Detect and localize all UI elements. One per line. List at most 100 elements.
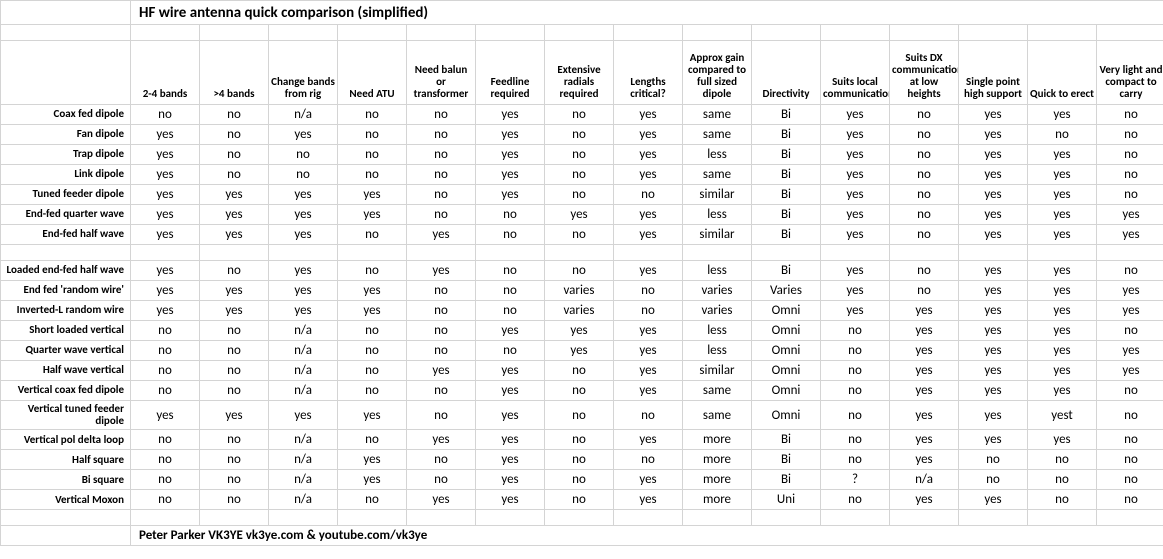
data-cell: yes	[890, 401, 959, 430]
data-cell: yes	[1028, 321, 1097, 341]
data-cell: no	[476, 205, 545, 225]
column-header: Approx gain compared to full sized dipol…	[683, 41, 752, 105]
data-cell: yes	[131, 185, 200, 205]
data-cell: yes	[269, 281, 338, 301]
data-cell: yes	[545, 205, 614, 225]
data-cell: less	[683, 341, 752, 361]
data-cell: no	[545, 261, 614, 281]
data-cell: yes	[338, 281, 407, 301]
data-cell: yes	[476, 470, 545, 490]
comparison-table: HF wire antenna quick comparison (simpli…	[0, 0, 1163, 546]
data-cell: no	[338, 381, 407, 401]
data-cell: yes	[476, 145, 545, 165]
data-cell: yes	[269, 185, 338, 205]
table-row: Half wave verticalnonon/anoyesyesnoyessi…	[1, 361, 1163, 381]
table-row: Half squarenonon/ayesnoyesnonomoreBinoye…	[1, 450, 1163, 470]
data-cell: no	[890, 105, 959, 125]
data-cell: no	[890, 125, 959, 145]
data-cell: n/a	[269, 321, 338, 341]
data-cell: yes	[959, 321, 1028, 341]
data-cell: yes	[338, 301, 407, 321]
table-title: HF wire antenna quick comparison (simpli…	[131, 1, 1163, 25]
data-cell: yes	[200, 301, 269, 321]
table-row: Inverted-L random wireyesyesyesyesnonova…	[1, 301, 1163, 321]
data-cell: no	[200, 490, 269, 510]
data-cell: no	[407, 165, 476, 185]
data-cell: no	[1097, 401, 1163, 430]
data-cell: no	[200, 430, 269, 450]
data-cell: no	[131, 321, 200, 341]
data-cell: yes	[1028, 381, 1097, 401]
data-cell: yes	[1028, 341, 1097, 361]
data-cell: no	[614, 301, 683, 321]
data-cell: Omni	[752, 401, 821, 430]
row-label: End-fed quarter wave	[1, 205, 131, 225]
data-cell: yes	[890, 381, 959, 401]
data-cell: yes	[821, 205, 890, 225]
data-cell: no	[200, 145, 269, 165]
data-cell: Bi	[752, 145, 821, 165]
data-cell: n/a	[269, 450, 338, 470]
data-cell: Varies	[752, 281, 821, 301]
data-cell: no	[821, 341, 890, 361]
data-cell: no	[407, 401, 476, 430]
data-cell: yes	[131, 145, 200, 165]
data-cell: no	[407, 105, 476, 125]
data-cell: no	[338, 225, 407, 245]
data-cell: no	[890, 205, 959, 225]
data-cell: no	[338, 321, 407, 341]
data-cell: yes	[959, 341, 1028, 361]
column-header: Very light and compact to carry	[1097, 41, 1163, 105]
data-cell: yes	[821, 145, 890, 165]
data-cell: no	[407, 341, 476, 361]
data-cell: n/a	[269, 105, 338, 125]
data-cell: Bi	[752, 470, 821, 490]
data-cell: no	[338, 490, 407, 510]
data-cell: Bi	[752, 205, 821, 225]
data-cell: no	[338, 125, 407, 145]
data-cell: yes	[200, 185, 269, 205]
data-cell: no	[890, 281, 959, 301]
data-cell: yes	[131, 165, 200, 185]
data-cell: no	[1028, 125, 1097, 145]
data-cell: no	[545, 401, 614, 430]
data-cell: Bi	[752, 450, 821, 470]
column-header: Need balun or transformer	[407, 41, 476, 105]
row-label: End-fed half wave	[1, 225, 131, 245]
data-cell: yes	[959, 165, 1028, 185]
row-label: Inverted-L random wire	[1, 301, 131, 321]
data-cell: yes	[959, 205, 1028, 225]
data-cell: yes	[821, 281, 890, 301]
data-cell: yes	[131, 401, 200, 430]
data-cell: no	[476, 281, 545, 301]
data-cell: yes	[959, 145, 1028, 165]
data-cell: more	[683, 470, 752, 490]
data-cell: yes	[476, 185, 545, 205]
data-cell: no	[407, 125, 476, 145]
data-cell: no	[131, 430, 200, 450]
data-cell: no	[407, 301, 476, 321]
data-cell: no	[131, 361, 200, 381]
data-cell: more	[683, 430, 752, 450]
data-cell: n/a	[269, 430, 338, 450]
data-cell: no	[1097, 105, 1163, 125]
data-cell: no	[821, 450, 890, 470]
data-cell: no	[200, 361, 269, 381]
data-cell: yes	[614, 125, 683, 145]
data-cell: no	[1028, 450, 1097, 470]
data-cell: no	[1097, 490, 1163, 510]
table-row: Tuned feeder dipoleyesyesyesyesnoyesnono…	[1, 185, 1163, 205]
data-cell: no	[545, 145, 614, 165]
data-cell: no	[200, 381, 269, 401]
data-cell: no	[476, 301, 545, 321]
data-cell: yes	[614, 261, 683, 281]
data-cell: yes	[614, 430, 683, 450]
data-cell: yes	[476, 361, 545, 381]
data-cell: yes	[614, 341, 683, 361]
data-cell: yest	[1028, 401, 1097, 430]
data-cell: more	[683, 450, 752, 470]
data-cell: yes	[890, 341, 959, 361]
data-cell: no	[821, 361, 890, 381]
data-cell: yes	[821, 125, 890, 145]
column-header: 2-4 bands	[131, 41, 200, 105]
